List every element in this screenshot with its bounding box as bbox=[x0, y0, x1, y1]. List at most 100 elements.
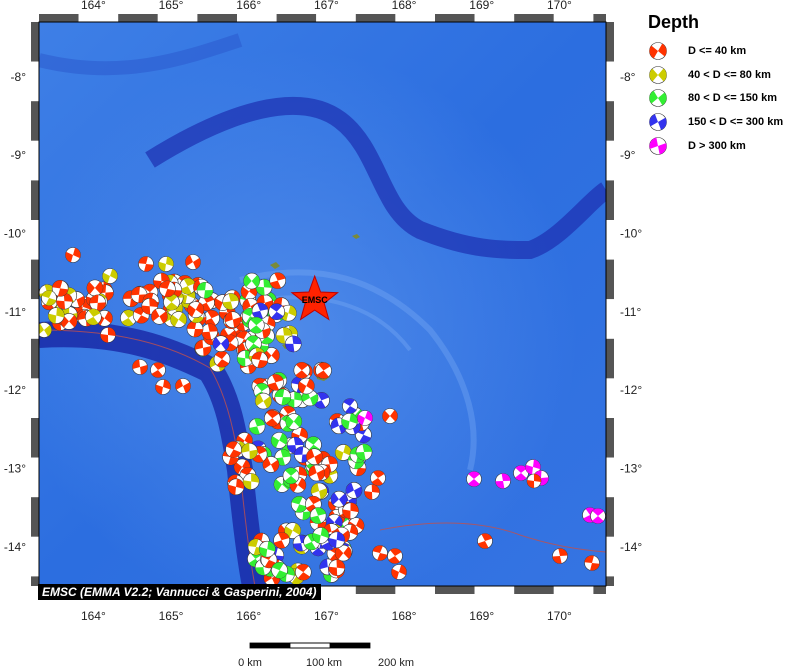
lat-tick-label: -11° bbox=[620, 305, 641, 319]
earthquake-beachball bbox=[100, 327, 116, 343]
lat-tick-label: -9° bbox=[620, 148, 636, 162]
legend-label: D <= 40 km bbox=[688, 44, 747, 57]
lat-tick-label: -10° bbox=[4, 227, 26, 241]
lon-tick-label: 169° bbox=[469, 0, 494, 12]
lon-tick-label: 166° bbox=[236, 0, 261, 12]
earthquake-beachball bbox=[649, 113, 667, 131]
earthquake-beachball bbox=[584, 555, 600, 571]
earthquake-beachball bbox=[495, 473, 511, 489]
earthquake-beachball bbox=[151, 308, 168, 325]
earthquake-beachball bbox=[248, 316, 265, 334]
earthquake-beachball bbox=[391, 564, 407, 580]
lat-tick-label: -8° bbox=[11, 70, 27, 84]
legend-label: 40 < D <= 80 km bbox=[688, 68, 771, 81]
earthquake-beachball bbox=[225, 441, 242, 458]
earthquake-beachball bbox=[387, 548, 403, 564]
legend-item-40-80: 40 < D <= 80 km bbox=[648, 63, 798, 87]
earthquake-beachball bbox=[290, 496, 308, 513]
earthquake-beachball bbox=[251, 351, 269, 369]
earthquake-beachball bbox=[310, 482, 328, 500]
earthquake-beachball bbox=[284, 335, 302, 353]
earthquake-beachball bbox=[330, 490, 348, 508]
earthquake-beachball bbox=[274, 388, 292, 406]
earthquake-beachball bbox=[175, 378, 191, 394]
earthquake-beachball bbox=[309, 507, 327, 524]
earthquake-beachball bbox=[222, 293, 240, 310]
earthquake-beachball bbox=[328, 531, 345, 549]
earthquake-beachball bbox=[179, 277, 197, 295]
lon-tick-label: 164° bbox=[81, 0, 106, 12]
lat-tick-label: -9° bbox=[11, 148, 27, 162]
legend-item-150-300: 150 < D <= 300 km bbox=[648, 110, 798, 134]
earthquake-beachball bbox=[170, 311, 187, 328]
lat-tick-label: -14° bbox=[620, 540, 642, 554]
earthquake-beachball bbox=[255, 278, 273, 296]
lon-tick-label: 169° bbox=[469, 609, 494, 623]
earthquake-beachball bbox=[282, 467, 300, 485]
earthquake-beachball bbox=[271, 561, 288, 579]
legend-label: 80 < D <= 150 km bbox=[688, 92, 777, 105]
lon-tick-label: 170° bbox=[547, 609, 572, 623]
earthquake-beachball bbox=[357, 410, 373, 426]
lon-tick-label: 168° bbox=[392, 609, 417, 623]
lat-tick-label: -13° bbox=[4, 462, 26, 476]
earthquake-beachball bbox=[293, 361, 311, 379]
earthquake-beachball bbox=[306, 448, 323, 466]
beachball-icon bbox=[649, 89, 667, 108]
earthquake-beachball bbox=[284, 522, 301, 539]
lat-tick-label: -8° bbox=[620, 70, 636, 84]
earthquake-beachball bbox=[242, 473, 260, 490]
earthquake-beachball bbox=[295, 563, 312, 581]
lon-tick-label: 165° bbox=[159, 609, 184, 623]
earthquake-beachball bbox=[255, 392, 272, 410]
legend-item-80-150: 80 < D <= 150 km bbox=[648, 86, 798, 110]
earthquake-beachball bbox=[273, 531, 290, 549]
earthquake-beachball bbox=[60, 313, 78, 330]
lon-tick-label: 167° bbox=[314, 609, 339, 623]
earthquake-beachball bbox=[248, 418, 266, 435]
earthquake-beachball bbox=[513, 465, 529, 481]
earthquake-beachball bbox=[372, 545, 388, 561]
earthquake-beachball bbox=[590, 508, 606, 524]
emsc-event-star[interactable]: EMSC bbox=[290, 274, 339, 321]
earthquake-beachball bbox=[370, 470, 386, 486]
earthquake-beachball bbox=[86, 279, 104, 297]
legend-title: Depth bbox=[648, 12, 699, 32]
earthquake-beachball bbox=[305, 436, 322, 454]
lat-tick-label: -12° bbox=[4, 383, 26, 397]
earthquake-beachball bbox=[155, 379, 171, 395]
earthquake-beachball bbox=[251, 302, 269, 320]
earthquake-beachball bbox=[41, 290, 57, 306]
earthquake-beachball bbox=[241, 442, 258, 460]
lon-tick-label: 164° bbox=[81, 609, 106, 623]
legend-label: 150 < D <= 300 km bbox=[688, 115, 784, 128]
earthquake-beachball bbox=[212, 335, 230, 352]
scale-label-100: 100 km bbox=[306, 657, 342, 666]
earthquake-beachball bbox=[194, 339, 212, 357]
credit-text: EMSC (EMMA V2.2; Vannucci & Gasperini, 2… bbox=[38, 584, 321, 600]
earthquake-beachball bbox=[39, 322, 52, 338]
earthquake-beachball bbox=[267, 374, 284, 391]
earthquake-beachball bbox=[150, 362, 166, 378]
earthquake-beachball bbox=[466, 471, 482, 487]
earthquake-beachball bbox=[308, 464, 326, 482]
earthquake-beachball bbox=[274, 449, 292, 466]
earthquake-beachball bbox=[243, 272, 260, 290]
beachball-icon bbox=[649, 42, 667, 60]
earthquake-beachball bbox=[382, 408, 398, 424]
earthquake-beachball bbox=[65, 247, 81, 263]
earthquake-beachball bbox=[328, 559, 346, 576]
earthquake-beachball bbox=[56, 292, 73, 310]
earthquake-beachball bbox=[355, 443, 373, 461]
earthquake-beachball bbox=[213, 350, 231, 368]
earthquake-beachball bbox=[649, 89, 667, 108]
earthquake-beachball bbox=[227, 478, 245, 496]
earthquake-beachball bbox=[138, 256, 154, 272]
lon-tick-label: 168° bbox=[392, 0, 417, 12]
earthquake-beachball bbox=[264, 409, 281, 427]
earthquake-beachball bbox=[132, 359, 148, 375]
lat-tick-label: -11° bbox=[5, 305, 26, 319]
earthquake-beachball bbox=[649, 42, 667, 60]
earthquake-beachball bbox=[158, 256, 174, 272]
